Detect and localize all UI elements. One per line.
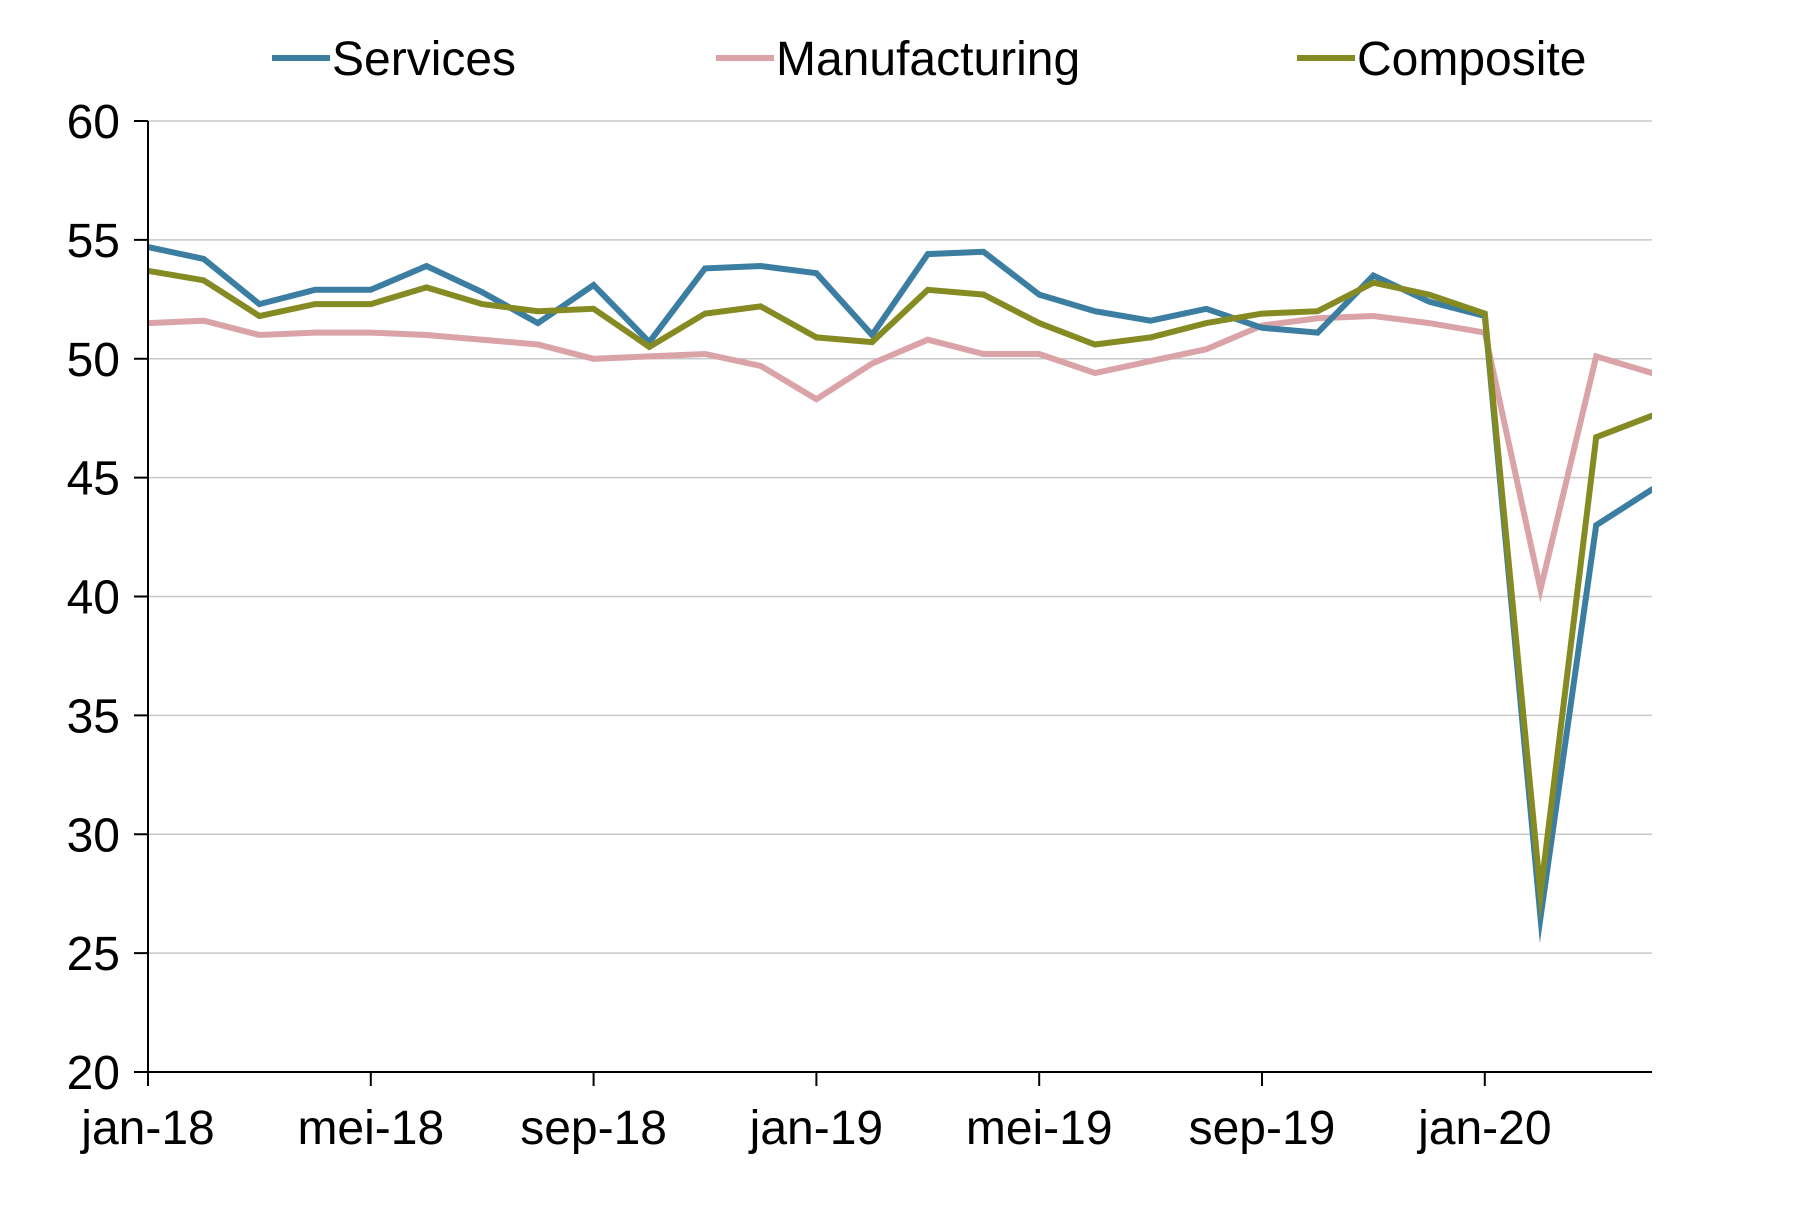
series-line-composite xyxy=(148,267,1652,922)
x-tick-label: jan-18 xyxy=(79,1102,214,1155)
y-tick-label: 60 xyxy=(67,96,120,149)
y-tick-label: 25 xyxy=(67,928,120,981)
y-tick-label: 45 xyxy=(67,453,120,506)
y-tick-label: 55 xyxy=(67,215,120,268)
y-tick-label: 30 xyxy=(67,809,120,862)
y-axis-ticks: 20 25 30 35 40 45 50 55 60 xyxy=(67,96,148,1100)
legend-label-composite: Composite xyxy=(1357,33,1586,86)
legend-label-services: Services xyxy=(332,33,516,86)
y-tick-label: 35 xyxy=(67,690,120,743)
y-tick-label: 40 xyxy=(67,572,120,625)
x-tick-label: jan-20 xyxy=(1416,1102,1551,1155)
x-tick-label: sep-19 xyxy=(1189,1102,1336,1155)
y-tick-label: 50 xyxy=(67,334,120,387)
x-tick-label: sep-18 xyxy=(520,1102,667,1155)
x-tick-label: mei-18 xyxy=(297,1102,444,1155)
series-line-manufacturing xyxy=(148,312,1652,603)
series-lines xyxy=(148,244,1652,944)
gridlines xyxy=(148,120,1652,954)
series-line-services xyxy=(148,244,1652,944)
legend-label-manufacturing: Manufacturing xyxy=(776,33,1080,86)
y-tick-label: 20 xyxy=(67,1047,120,1100)
x-tick-label: jan-19 xyxy=(748,1102,883,1155)
x-tick-label: mei-19 xyxy=(966,1102,1113,1155)
x-axis-ticks: jan-18 mei-18 sep-18 jan-19 mei-19 sep-19 jan-… xyxy=(79,1072,1552,1155)
legend: Services Manufacturing Composite xyxy=(272,33,1586,86)
